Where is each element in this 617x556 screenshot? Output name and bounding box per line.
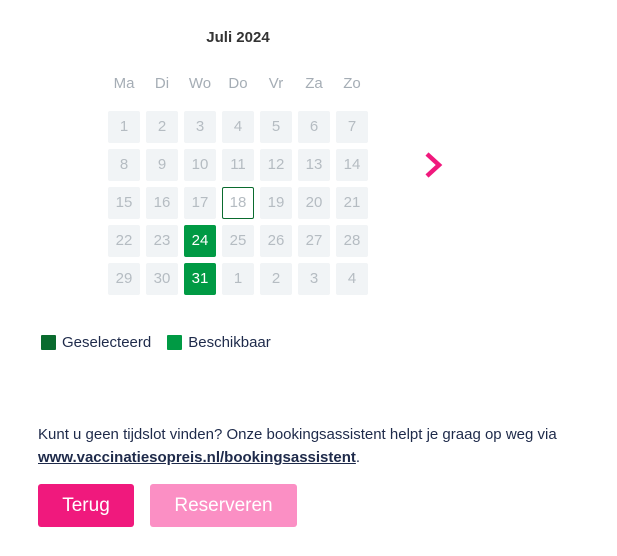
day-cell: 1 <box>222 263 254 295</box>
day-cell: 22 <box>108 225 140 257</box>
weekday-header: Di <box>154 75 170 92</box>
available-swatch <box>167 335 183 350</box>
legend-selected-label: Geselecteerd <box>62 334 152 351</box>
help-text: Kunt u geen tijdslot vinden? Onze bookin… <box>38 423 608 469</box>
day-cell: 18 <box>222 187 254 219</box>
day-cell: 9 <box>146 149 178 181</box>
day-cell: 29 <box>108 263 140 295</box>
help-suffix: . <box>355 449 361 466</box>
weekday-header: Ma <box>113 75 135 92</box>
day-cell[interactable]: 31 <box>184 263 216 295</box>
day-cell: 15 <box>108 187 140 219</box>
day-cell: 21 <box>336 187 368 219</box>
day-cell: 30 <box>146 263 178 295</box>
help-message: Kunt u geen tijdslot vinden? Onze bookin… <box>38 426 557 443</box>
day-cell: 8 <box>108 149 140 181</box>
day-cell: 11 <box>222 149 254 181</box>
day-cell: 14 <box>336 149 368 181</box>
day-cell: 2 <box>260 263 292 295</box>
booking-assistant-link[interactable]: www.vaccinatiesopreis.nl/bookingsassiste… <box>38 449 356 466</box>
legend-available-label: Beschikbaar <box>188 334 271 351</box>
back-button[interactable]: Terug <box>38 484 134 527</box>
weekday-header: Zo <box>343 75 361 92</box>
month-title: Juli 2024 <box>206 29 270 46</box>
weekday-header: Vr <box>268 75 284 92</box>
weekday-header: Za <box>305 75 323 92</box>
weekday-header: Do <box>228 75 248 92</box>
legend: Geselecteerd Beschikbaar <box>41 334 287 351</box>
day-cell: 5 <box>260 111 292 143</box>
day-cell: 19 <box>260 187 292 219</box>
chevron-right-icon <box>425 152 443 178</box>
day-cell: 27 <box>298 225 330 257</box>
day-cell: 3 <box>184 111 216 143</box>
day-cell[interactable]: 24 <box>184 225 216 257</box>
next-month-button[interactable] <box>423 150 447 180</box>
day-cell: 13 <box>298 149 330 181</box>
day-cell: 4 <box>222 111 254 143</box>
day-cell: 6 <box>298 111 330 143</box>
day-cell: 16 <box>146 187 178 219</box>
weekday-header: Wo <box>188 75 212 92</box>
reserve-button[interactable]: Reserveren <box>150 484 297 527</box>
day-cell: 1 <box>108 111 140 143</box>
day-cell: 23 <box>146 225 178 257</box>
day-cell: 2 <box>146 111 178 143</box>
day-cell: 28 <box>336 225 368 257</box>
day-cell: 25 <box>222 225 254 257</box>
day-cell: 3 <box>298 263 330 295</box>
day-cell: 17 <box>184 187 216 219</box>
day-cell: 7 <box>336 111 368 143</box>
selected-swatch <box>41 335 56 350</box>
day-cell: 10 <box>184 149 216 181</box>
day-cell: 4 <box>336 263 368 295</box>
legend-available: Beschikbaar <box>167 334 271 351</box>
day-cell: 26 <box>260 225 292 257</box>
legend-selected: Geselecteerd <box>41 334 151 351</box>
day-cell: 12 <box>260 149 292 181</box>
day-cell: 20 <box>298 187 330 219</box>
